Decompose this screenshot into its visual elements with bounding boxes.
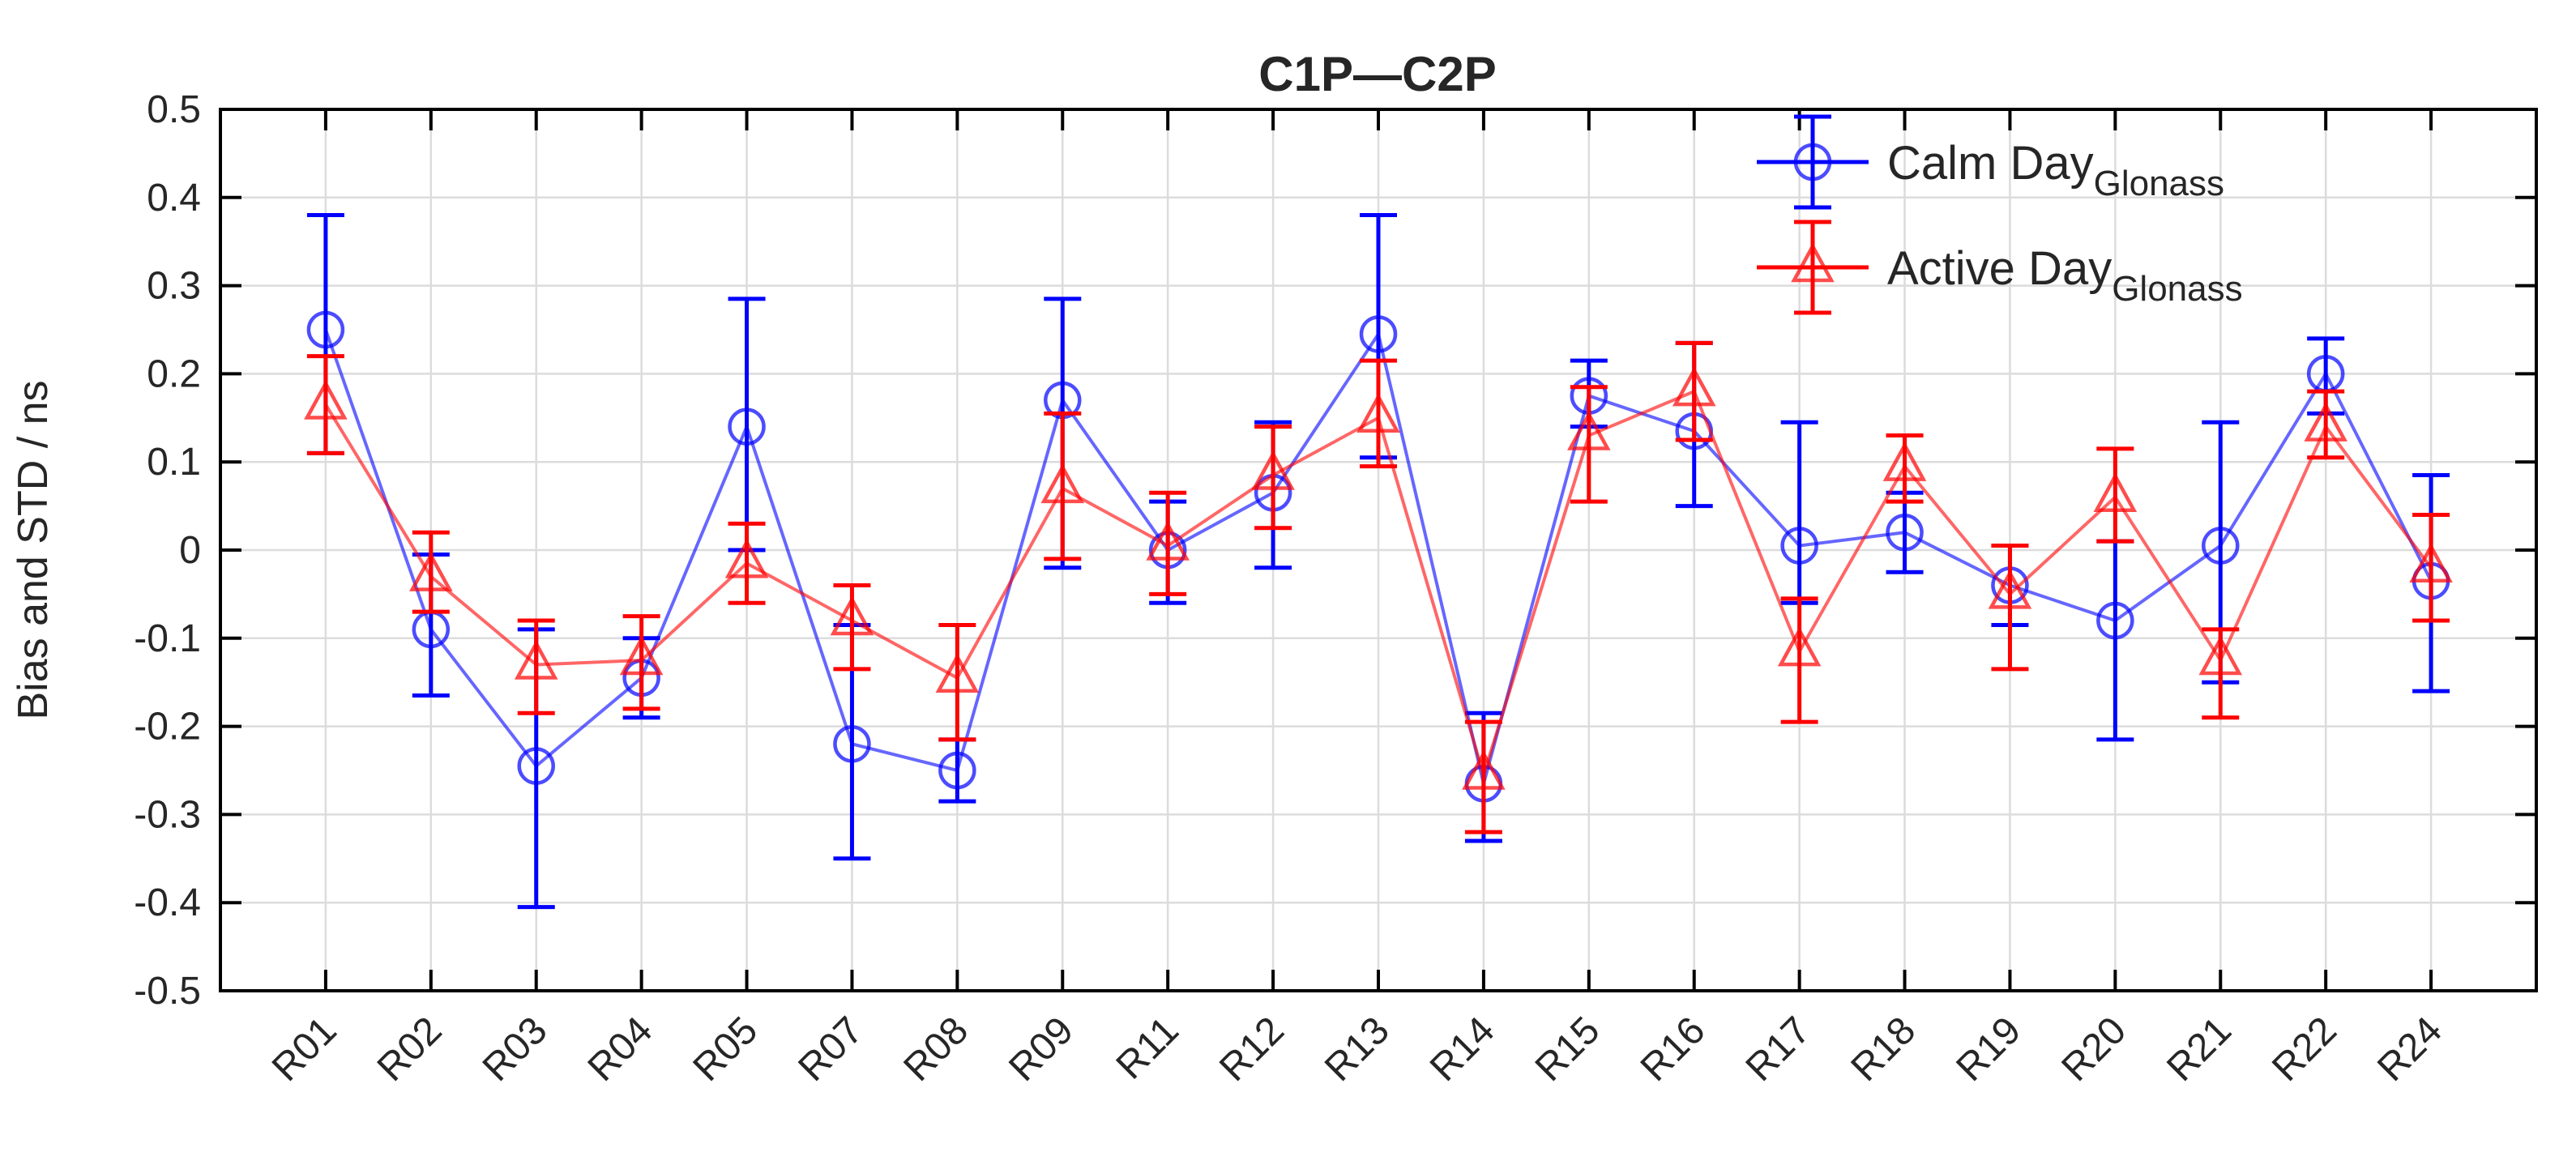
- legend-circle-marker: [1793, 143, 1832, 181]
- legend: Calm DayGlonass Active DayGlonass: [1757, 114, 2243, 315]
- y-tick-label: 0.2: [147, 352, 201, 395]
- triangle-marker: [1988, 569, 2032, 609]
- axes-box: [219, 108, 2538, 992]
- triangle-marker: [1251, 450, 1295, 490]
- triangle-marker: [1777, 626, 1822, 667]
- chart-title: C1P—C2P: [1258, 47, 1496, 101]
- legend-label: Active DayGlonass: [1887, 242, 2243, 309]
- x-tick-label: R09: [1001, 1009, 1082, 1090]
- x-tick-label: R24: [2369, 1009, 2450, 1090]
- y-tick-label: -0.3: [134, 793, 201, 836]
- triangle-marker: [1356, 393, 1400, 433]
- x-tick-label: R02: [370, 1009, 451, 1090]
- triangle-marker: [1040, 463, 1085, 504]
- y-tick-label: 0.5: [147, 88, 201, 131]
- y-tick-label: -0.4: [134, 881, 201, 924]
- circle-marker: [2202, 527, 2240, 565]
- triangle-marker: [2198, 635, 2243, 676]
- x-tick-label: R12: [1211, 1009, 1292, 1090]
- x-tick-label: R13: [1317, 1009, 1398, 1090]
- legend-triangle-marker: [1791, 242, 1835, 283]
- circle-marker: [2096, 601, 2134, 640]
- x-tick-labels: R01 R02 R03 R04 R05 R07 R08 R09 R11 R12 R13 R14 R15 R…: [264, 1009, 2450, 1090]
- triangle-marker: [2304, 401, 2347, 442]
- y-tick-label: 0.1: [147, 441, 201, 484]
- x-tick-label: R22: [2264, 1009, 2345, 1090]
- triangle-marker: [619, 635, 664, 676]
- circle-marker: [517, 747, 555, 785]
- x-tick-label: R07: [790, 1009, 871, 1090]
- x-tick-label: R21: [2159, 1009, 2240, 1090]
- y-tick-label: 0.3: [147, 265, 201, 308]
- x-tick-label: R03: [475, 1009, 556, 1090]
- x-tick-label: R08: [895, 1009, 976, 1090]
- x-tick-label: R19: [1948, 1009, 2029, 1090]
- y-tick-labels: 0.5 0.4 0.3 0.2 0.1 0 -0.1 -0.2 -0.3 -0.4 -0.5: [134, 88, 201, 1013]
- triangle-marker: [830, 595, 874, 636]
- x-tick-label: R14: [1422, 1009, 1503, 1090]
- grid-lines: [220, 109, 2536, 991]
- legend-item-calm-day: Calm DayGlonass: [1757, 114, 2224, 210]
- triangle-marker: [409, 551, 453, 591]
- series-line: [324, 329, 2433, 784]
- triangle-marker: [1882, 441, 1927, 481]
- circle-marker: [833, 725, 871, 763]
- x-tick-label: R01: [264, 1009, 345, 1090]
- triangle-marker: [724, 538, 769, 578]
- y-tick-label: -0.5: [134, 970, 201, 1013]
- x-tick-label: R11: [1109, 1009, 1187, 1087]
- triangle-marker: [1567, 410, 1611, 450]
- triangle-marker: [2093, 472, 2138, 512]
- x-tick-label: R16: [1633, 1009, 1714, 1090]
- x-tick-label: R18: [1843, 1009, 1925, 1090]
- x-tick-label: R17: [1738, 1009, 1819, 1090]
- series-line: [324, 389, 2433, 781]
- circle-marker: [1886, 513, 1924, 552]
- triangle-marker: [1462, 749, 1506, 790]
- y-tick-label: 0: [179, 529, 201, 572]
- triangle-marker: [2409, 543, 2453, 583]
- circle-marker: [728, 407, 766, 446]
- y-tick-label: -0.2: [134, 706, 201, 749]
- x-tick-label: R15: [1527, 1009, 1608, 1090]
- y-tick-label: -0.1: [134, 617, 201, 660]
- x-tick-label: R20: [2053, 1009, 2134, 1090]
- circle-marker: [1359, 315, 1398, 353]
- triangle-marker: [514, 639, 558, 680]
- triangle-marker: [1672, 366, 1716, 407]
- y-tick-label: 0.4: [147, 177, 201, 220]
- triangle-marker: [304, 379, 348, 420]
- circle-marker: [938, 751, 976, 790]
- series-active-day: [304, 340, 2453, 834]
- legend-label: Calm DayGlonass: [1887, 137, 2224, 203]
- circle-marker: [306, 310, 345, 349]
- series-layer: [304, 213, 2453, 910]
- x-tick-label: R05: [686, 1009, 767, 1090]
- triangle-marker: [935, 653, 980, 693]
- legend-item-active-day: Active DayGlonass: [1757, 220, 2243, 315]
- circle-marker: [1780, 527, 1818, 565]
- x-tick-label: R04: [580, 1009, 661, 1090]
- triangle-marker: [1146, 520, 1190, 561]
- y-axis-label: Bias and STD / ns: [10, 380, 57, 719]
